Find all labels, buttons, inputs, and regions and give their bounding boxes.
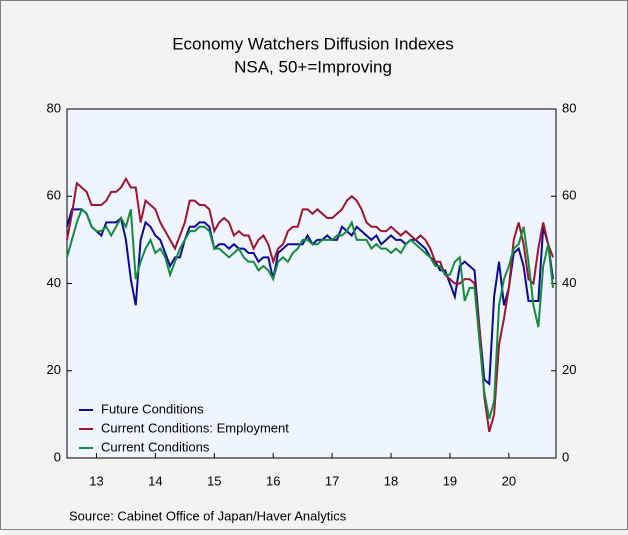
series-line: [66, 176, 554, 433]
y-tick-label: 80: [47, 100, 61, 115]
x-tick-label: 17: [325, 473, 339, 488]
legend-label: Future Conditions: [101, 401, 204, 416]
y2-tick-label: 80: [562, 100, 576, 115]
y-tick-label: 20: [47, 362, 61, 377]
y2-tick-label: 0: [562, 449, 569, 464]
chart-title: Economy Watchers Diffusion Indexes: [172, 34, 454, 53]
y-tick-label: 40: [47, 275, 61, 290]
series-line: [66, 208, 555, 386]
x-tick-label: 16: [266, 473, 280, 488]
legend-label: Current Conditions: Employment: [101, 420, 289, 435]
x-tick-label: 18: [384, 473, 398, 488]
legend-label: Current Conditions: [101, 439, 210, 454]
y2-tick-label: 60: [562, 188, 576, 203]
source: Source: Cabinet Office of Japan/Haver An…: [69, 508, 347, 523]
chart-subtitle: NSA, 50+=Improving: [234, 57, 392, 76]
x-tick-label: 15: [207, 473, 221, 488]
x-tick-label: 13: [89, 473, 103, 488]
y2-tick-label: 20: [562, 362, 576, 377]
y2-tick-label: 40: [562, 275, 576, 290]
x-tick-label: 19: [443, 473, 457, 488]
y-tick-label: 0: [54, 449, 61, 464]
x-tick-label: 20: [502, 473, 516, 488]
series-line: [66, 207, 555, 420]
y-tick-label: 60: [47, 188, 61, 203]
x-tick-label: 14: [148, 473, 162, 488]
